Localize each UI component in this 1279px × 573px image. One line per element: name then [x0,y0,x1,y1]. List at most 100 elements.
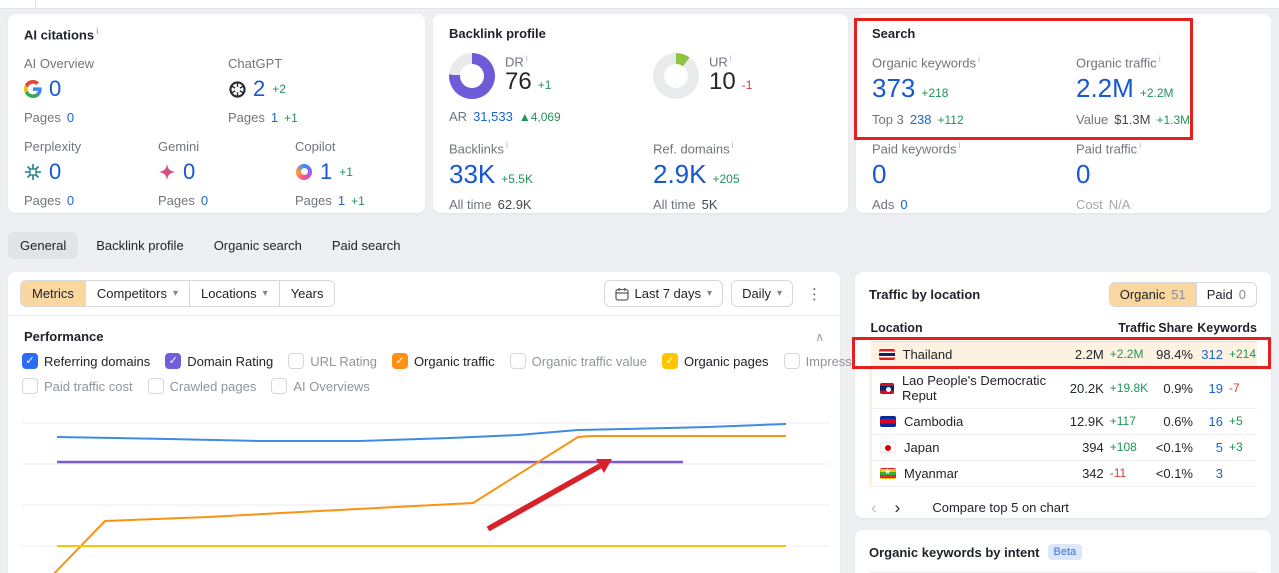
dr-value[interactable]: 76 [505,68,532,96]
pages-count[interactable]: 1 [337,193,346,209]
location-table: Location Traffic Share Keywords Thailand… [868,317,1257,487]
tab-organic-search[interactable]: Organic search [213,238,302,253]
tab-general[interactable]: General [8,232,79,259]
metric-checkbox-referring-domains[interactable]: ✓ Referring domains [22,353,150,369]
segment-competitors[interactable]: Competitors ▾ [84,281,189,306]
tab-paid-search[interactable]: Paid search [331,238,401,253]
backlink-profile-card: Backlink profile DR i 76 +1 UR i 10 -1 AR 31,… [433,14,848,213]
compare-top5-link[interactable]: Compare top 5 on chart [932,500,1069,515]
copilot-count[interactable]: 1 [320,159,333,185]
table-row-cambodia[interactable]: Cambodia 12.9K +117 0.6% 16 +5 [868,408,1257,435]
metric-checkbox-organic-traffic-value[interactable]: ✓Organic traffic value [509,353,647,369]
ur-value[interactable]: 10 [709,68,736,96]
perplexity-stat: Perplexity 0 Pages 0 [24,139,82,209]
keywords-link[interactable]: 5 [1215,440,1223,455]
backlinks-value[interactable]: 33K [449,159,496,190]
metric-checkbox-organic-traffic[interactable]: ✓ Organic traffic [391,353,495,369]
organic-paid-toggle: Organic 51 Paid 0 [1108,282,1257,307]
table-row-thailand[interactable]: Thailand 2.2M +2.2M 98.4% 312 +214 [870,341,1257,368]
column-traffic[interactable]: Traffic [1057,317,1156,342]
url-rating-stat: UR i 10 -1 [653,53,752,99]
metric-checkbox-organic-pages[interactable]: ✓ Organic pages [662,353,769,369]
organic-keywords-stat: Organic keywords i 373 +218 Top 3 238 +112 [872,54,981,127]
perplexity-count[interactable]: 0 [49,159,62,185]
metric-toggles: ✓Referring domains ✓Domain Rating ✓URL R… [8,353,974,394]
granularity-button[interactable]: Daily ▾ [731,280,793,307]
toggle-paid[interactable]: Paid 0 [1195,283,1256,306]
info-icon[interactable]: i [731,140,734,150]
ref-domains-value[interactable]: 2.9K [653,159,707,190]
date-range-button[interactable]: Last 7 days ▾ [603,280,724,307]
checkbox-icon: ✓ [22,353,38,369]
paid-keywords-value[interactable]: 0 [872,158,887,189]
info-icon[interactable]: i [978,54,981,64]
info-icon[interactable]: i [1139,139,1142,150]
chevron-down-icon: ▾ [776,288,782,299]
segment-locations[interactable]: Locations ▾ [189,281,279,306]
checkbox-icon: ✓ [165,353,182,369]
info-icon[interactable]: i [96,26,99,36]
info-icon[interactable]: i [525,53,528,63]
calendar-icon [614,287,629,301]
metric-checkbox-url-rating[interactable]: ✓URL Rating [288,353,377,369]
ads-value[interactable]: 0 [900,197,908,213]
keywords-by-intent-panel: Organic keywords by intent Beta [855,530,1271,573]
checkbox-icon: ✓ [783,353,800,369]
toggle-organic[interactable]: Organic 51 [1109,283,1196,306]
performance-panel: Metrics Competitors ▾ Locations ▾ Years La… [8,272,974,573]
organic-traffic-value[interactable]: 2.2M [1076,73,1134,104]
top3-value[interactable]: 238 [909,111,932,127]
pages-count[interactable]: 0 [200,193,209,209]
checkbox-icon: ✓ [147,378,164,394]
myanmar-flag-icon [880,467,896,479]
more-options-kebab-icon[interactable]: ⋮ [807,285,822,303]
organic-keywords-value[interactable]: 373 [872,73,916,104]
copilot-stat: Copilot 1 +1 Pages 1 +1 [295,139,365,209]
keywords-link[interactable]: 3 [1215,466,1223,481]
column-location[interactable]: Location [870,317,1058,342]
segment-metrics[interactable]: Metrics [21,281,85,306]
dr-donut-chart [449,53,495,99]
japan-flag-icon [880,442,896,453]
segment-years[interactable]: Years [278,281,335,306]
chatgpt-stat: ChatGPT 2 +2 Pages 1 +1 [228,56,298,126]
metric-checkbox-crawled-pages[interactable]: ✓Crawled pages [147,378,256,394]
tab-backlink-profile[interactable]: Backlink profile [96,238,184,253]
info-icon[interactable]: i [505,140,508,150]
table-row-laos[interactable]: Lao People's Democratic Reput 20.2K +19.8… [868,367,1257,409]
keywords-by-intent-title: Organic keywords by intent [869,544,1040,560]
thailand-flag-icon [878,349,895,360]
keywords-link[interactable]: 19 [1208,380,1223,396]
laos-flag-icon [880,382,894,394]
keywords-link[interactable]: 312 [1201,347,1223,362]
metric-checkbox-domain-rating[interactable]: ✓ Domain Rating [165,353,273,369]
ai-overview-count[interactable]: 0 [49,76,62,102]
collapse-chevron-icon[interactable]: ∧ [815,329,824,344]
beta-badge: Beta [1047,544,1083,560]
organic-traffic-stat: Organic traffic i 2.2M +2.2M Value $1.3M +1.… [1076,54,1191,127]
column-keywords[interactable]: Keywords [1193,317,1257,342]
chevron-down-icon: ▾ [707,288,713,299]
pages-count[interactable]: 0 [66,193,75,209]
top-toolbar-edge [0,0,1279,9]
column-share[interactable]: Share [1155,317,1193,342]
metric-checkbox-paid-traffic-cost[interactable]: ✓Paid traffic cost [22,378,133,394]
chevron-down-icon: ▾ [262,288,268,299]
chatgpt-count[interactable]: 2 [253,76,266,102]
ar-value[interactable]: 31,533 [473,109,513,124]
table-row-japan[interactable]: Japan 394 +108 <0.1% 5 +3 [868,434,1257,461]
info-icon[interactable]: i [958,139,961,150]
checkbox-icon: ✓ [662,353,678,369]
gemini-logo-icon [158,163,176,181]
metric-checkbox-ai-overviews[interactable]: ✓AI Overviews [271,378,370,394]
table-row-myanmar[interactable]: Myanmar 342-11 <0.1% 3 [868,460,1257,487]
info-icon[interactable]: i [729,53,732,63]
gemini-count[interactable]: 0 [183,159,196,185]
pagination-prev-icon[interactable]: ‹ [871,498,877,517]
pagination-next-icon[interactable]: › [894,498,901,517]
paid-traffic-value[interactable]: 0 [1076,158,1091,189]
keywords-link[interactable]: 16 [1208,414,1223,429]
pages-count[interactable]: 0 [66,110,75,126]
pages-count[interactable]: 1 [270,110,279,126]
info-icon[interactable]: i [1158,54,1161,64]
